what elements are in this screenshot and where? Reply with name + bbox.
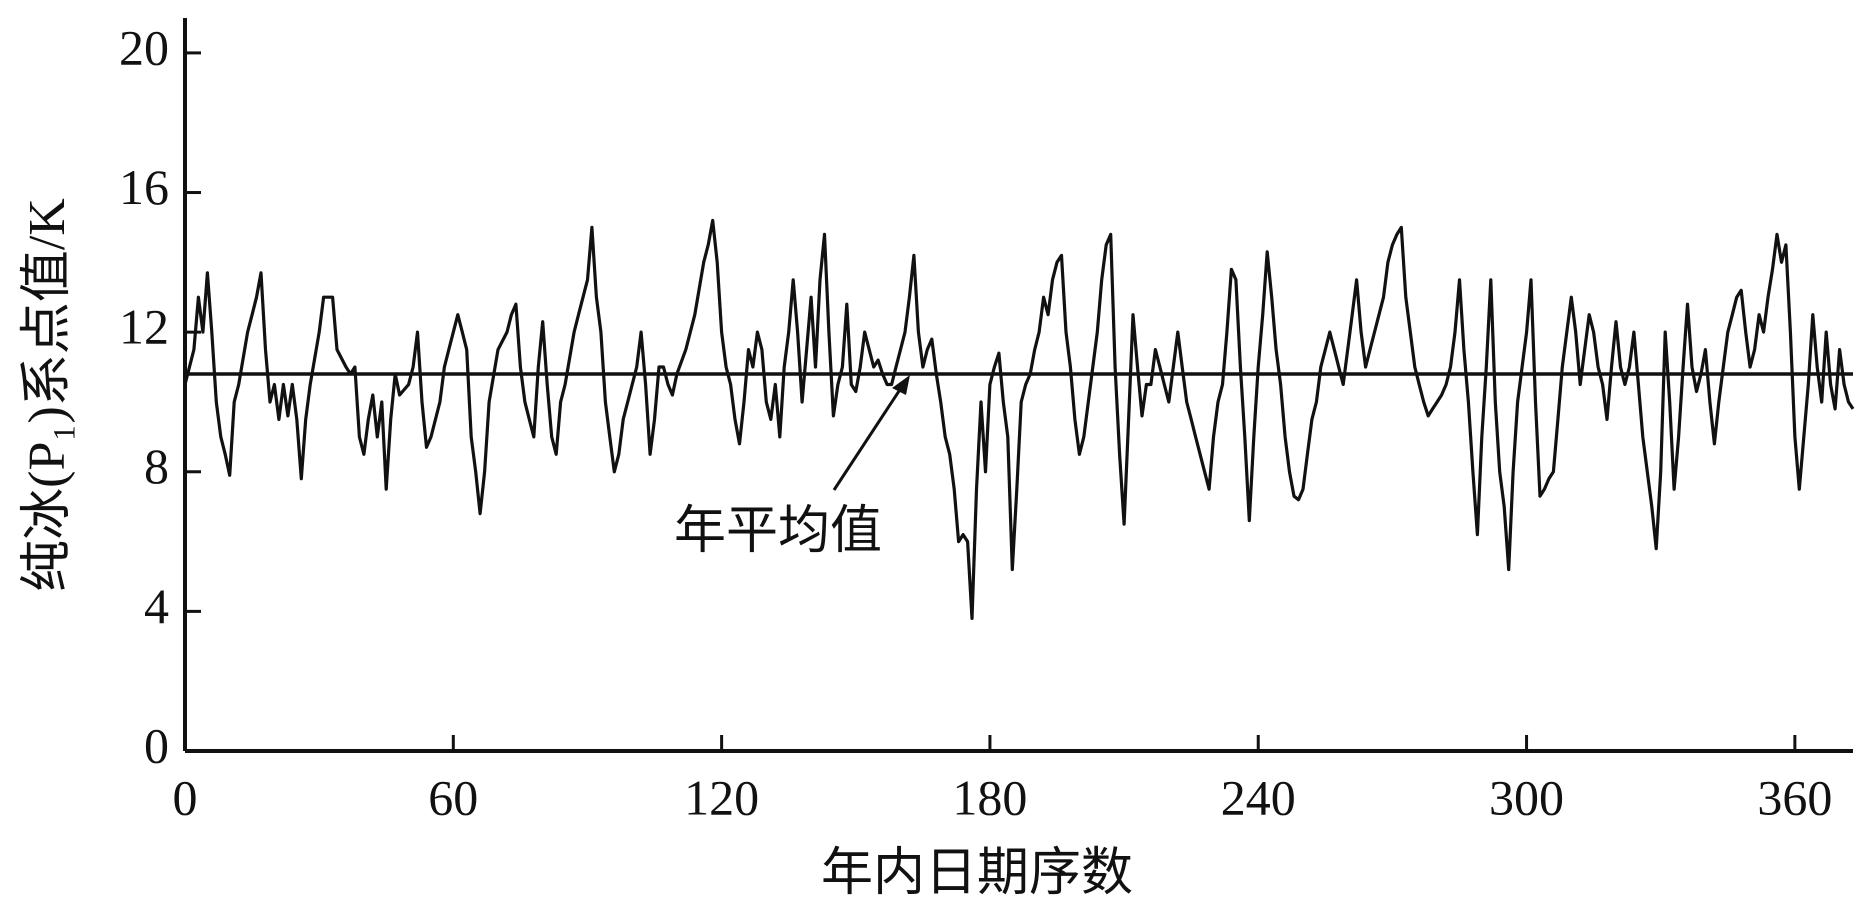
y-tick-label: 8: [144, 438, 169, 494]
y-axis-label: 纯冰(P₁)系点值/K: [19, 198, 76, 592]
x-tick-label: 180: [952, 769, 1027, 825]
y-tick-label: 20: [119, 19, 169, 75]
x-tick-label: 120: [684, 769, 759, 825]
x-tick-label: 240: [1221, 769, 1296, 825]
x-tick-label: 360: [1757, 769, 1832, 825]
y-tick-label: 16: [119, 159, 169, 215]
annotation-arrow: [832, 384, 905, 491]
arrow-head: [892, 375, 910, 395]
data-line: [183, 218, 1855, 620]
x-axis-label: 年内日期序数: [821, 845, 1133, 902]
y-tick-label: 12: [119, 299, 169, 355]
y-tick-label: 0: [144, 717, 169, 773]
y-tick-label: 4: [144, 578, 169, 634]
annotation: 年平均值: [674, 503, 882, 560]
x-tick-label: 300: [1489, 769, 1564, 825]
x-tick-label: 60: [428, 769, 478, 825]
x-tick-label: 0: [173, 769, 198, 825]
